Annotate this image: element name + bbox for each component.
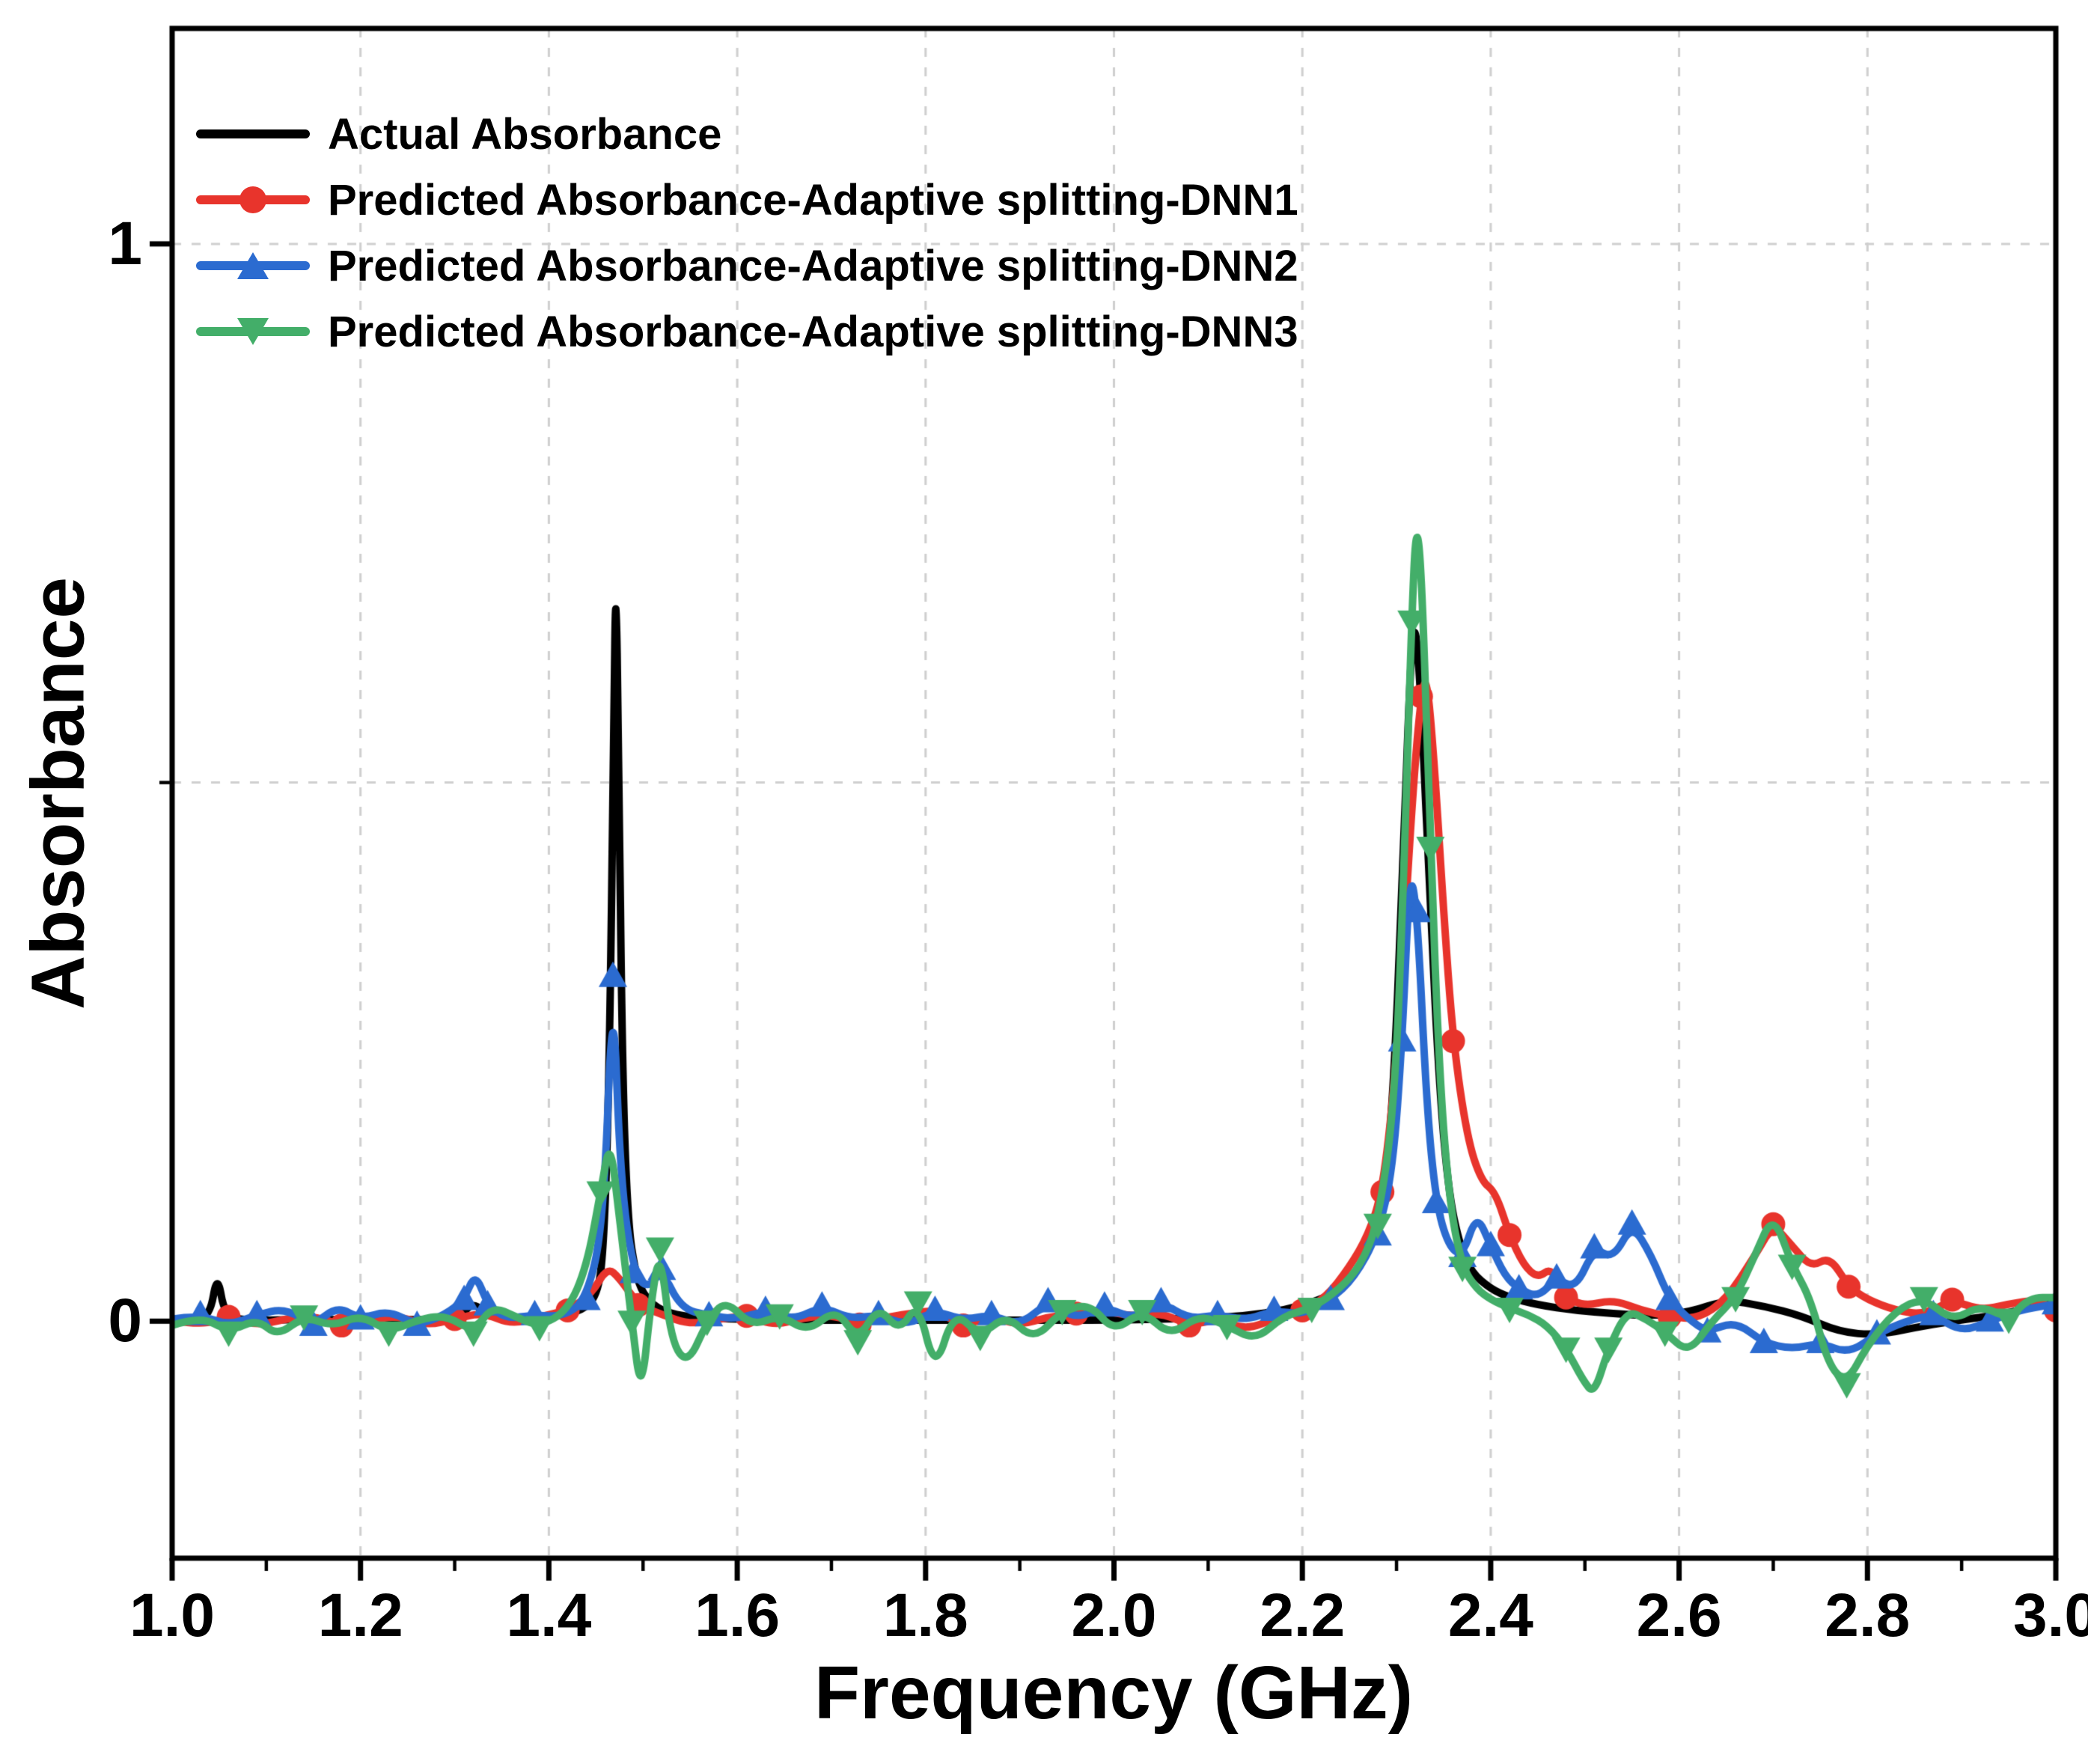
legend-swatch — [196, 169, 310, 231]
y-tick-label: 0 — [108, 1287, 142, 1355]
legend-label: Predicted Absorbance-Adaptive splitting-… — [328, 175, 1298, 225]
triangle-up-marker-icon — [237, 252, 269, 279]
circle-marker-icon — [239, 186, 266, 213]
legend-entry: Predicted Absorbance-Adaptive splitting-… — [196, 301, 1298, 362]
x-tick-label: 2.2 — [1260, 1581, 1346, 1649]
triangle-down-marker-icon — [237, 318, 269, 345]
x-tick-label: 2.0 — [1071, 1581, 1157, 1649]
legend-entry: Actual Absorbance — [196, 103, 1298, 165]
y-tick-label: 1 — [108, 209, 142, 278]
x-tick-label: 1.0 — [129, 1581, 215, 1649]
legend-swatch — [196, 301, 310, 362]
legend-line — [196, 129, 310, 138]
x-axis-title: Frequency (GHz) — [813, 1651, 1414, 1735]
x-tick-label: 2.4 — [1447, 1581, 1533, 1649]
x-tick-label: 1.2 — [317, 1581, 403, 1649]
legend-entry: Predicted Absorbance-Adaptive splitting-… — [196, 235, 1298, 296]
legend-label: Actual Absorbance — [328, 109, 722, 159]
x-tick-label: 2.8 — [1825, 1581, 1911, 1649]
legend-swatch — [196, 235, 310, 296]
x-tick-label: 2.6 — [1636, 1581, 1722, 1649]
y-axis-title: Absorbance — [16, 577, 100, 1010]
x-tick-label: 1.8 — [882, 1581, 968, 1649]
legend: Actual Absorbance Predicted Absorbance-A… — [196, 103, 1298, 362]
x-tick-label: 1.6 — [695, 1581, 781, 1649]
legend-entry: Predicted Absorbance-Adaptive splitting-… — [196, 169, 1298, 231]
legend-label: Predicted Absorbance-Adaptive splitting-… — [328, 307, 1298, 356]
x-tick-label: 3.0 — [2013, 1581, 2088, 1649]
legend-swatch — [196, 103, 310, 165]
legend-label: Predicted Absorbance-Adaptive splitting-… — [328, 241, 1298, 290]
x-tick-label: 1.4 — [506, 1581, 592, 1649]
